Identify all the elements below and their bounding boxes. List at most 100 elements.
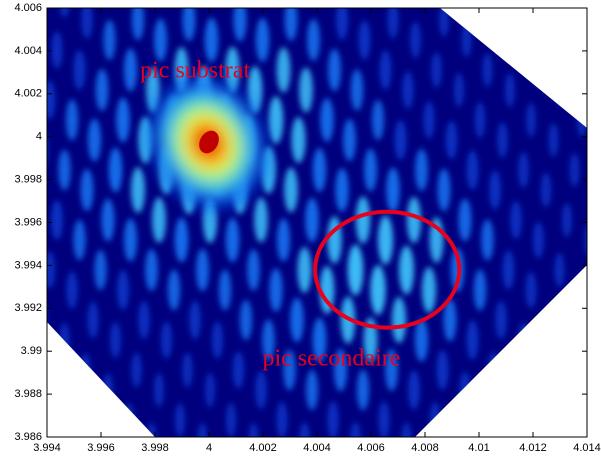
fringe — [276, 218, 291, 262]
fringe — [370, 265, 386, 315]
fringe — [569, 153, 580, 187]
fringe — [533, 53, 544, 87]
x-tick-label: 4.006 — [357, 442, 385, 454]
fringe — [218, 269, 232, 311]
y-tick-label: 3.986 — [14, 431, 42, 443]
fringe — [276, 47, 291, 93]
fringe — [592, 173, 601, 207]
fringe — [138, 300, 150, 340]
fringe — [379, 50, 392, 90]
y-tick-label: 3.992 — [14, 302, 42, 314]
fringe — [299, 422, 310, 437]
fringe — [387, 8, 399, 39]
fringe — [497, 121, 508, 159]
fringe — [334, 348, 347, 392]
fringe — [539, 353, 550, 387]
fringe — [437, 168, 451, 212]
fringe — [436, 350, 449, 390]
fringe — [283, 349, 296, 391]
fringe — [335, 168, 349, 212]
fringe — [466, 320, 479, 360]
annotation: pic secondaire — [262, 345, 400, 371]
fringe — [58, 149, 71, 191]
fringe — [247, 66, 263, 114]
fringe — [182, 8, 196, 42]
fringe — [532, 403, 542, 437]
fringe — [160, 321, 173, 359]
fringe — [239, 299, 253, 341]
fringe — [123, 48, 138, 92]
fringe — [481, 219, 494, 261]
fringe — [347, 244, 364, 296]
x-tick-label: 4.01 — [468, 442, 489, 454]
fringe — [452, 423, 463, 437]
fringe — [23, 52, 34, 88]
fringe — [175, 403, 185, 437]
fringe — [402, 71, 414, 109]
fringe — [431, 52, 442, 88]
fringe — [131, 167, 145, 213]
fringe — [364, 148, 377, 192]
fringe — [80, 353, 91, 387]
fringe — [401, 422, 412, 437]
fringe — [52, 373, 62, 407]
fringe — [473, 269, 487, 311]
fringe — [445, 120, 458, 160]
fringe — [511, 373, 521, 407]
fringe — [73, 50, 86, 90]
fringe — [95, 68, 109, 112]
fringe — [305, 369, 319, 411]
fringe — [145, 248, 158, 292]
fringe — [429, 402, 441, 437]
fringe — [204, 372, 216, 408]
fringe — [512, 23, 523, 57]
fringe — [482, 53, 493, 87]
x-tick-label: 4 — [206, 442, 212, 454]
fringe — [505, 73, 515, 107]
fringe — [423, 101, 435, 139]
fringe — [584, 223, 587, 257]
fringe — [47, 80, 56, 120]
fringe — [394, 120, 407, 160]
fringe — [51, 200, 63, 240]
fringe — [297, 247, 312, 293]
fringe — [182, 352, 193, 388]
y-tick-label: 4 — [36, 131, 42, 143]
y-tick-label: 3.988 — [14, 388, 42, 400]
fringe — [399, 245, 414, 295]
fringe — [284, 167, 298, 213]
x-tick-label: 4.004 — [303, 442, 331, 454]
fringe — [255, 370, 267, 410]
fringe — [247, 249, 260, 291]
y-tick-label: 3.996 — [14, 216, 42, 228]
fringe — [320, 98, 334, 142]
fringe — [94, 249, 107, 291]
fringe — [29, 181, 41, 220]
fringe — [284, 8, 298, 42]
fringe — [123, 218, 138, 262]
fringe — [73, 219, 86, 261]
fringe — [453, 72, 465, 108]
fringe — [65, 99, 79, 141]
fringe — [336, 8, 348, 40]
fringe — [232, 351, 245, 389]
fringe — [577, 273, 587, 307]
fringe — [495, 300, 507, 340]
y-tick-label: 3.99 — [21, 345, 42, 357]
fringe — [0, 82, 4, 117]
fringe — [569, 323, 580, 357]
fringe — [525, 271, 537, 309]
fringe — [276, 401, 288, 437]
fringe — [459, 371, 471, 409]
fringe — [1, 202, 12, 238]
fringe — [254, 197, 268, 243]
fringe — [305, 197, 319, 243]
fringe — [466, 150, 479, 190]
fringe — [225, 217, 240, 263]
fringe — [584, 53, 587, 87]
fringe — [408, 370, 420, 410]
fringe — [117, 270, 129, 310]
fringe — [47, 251, 56, 289]
fringe — [474, 102, 486, 138]
fringe — [592, 3, 601, 37]
